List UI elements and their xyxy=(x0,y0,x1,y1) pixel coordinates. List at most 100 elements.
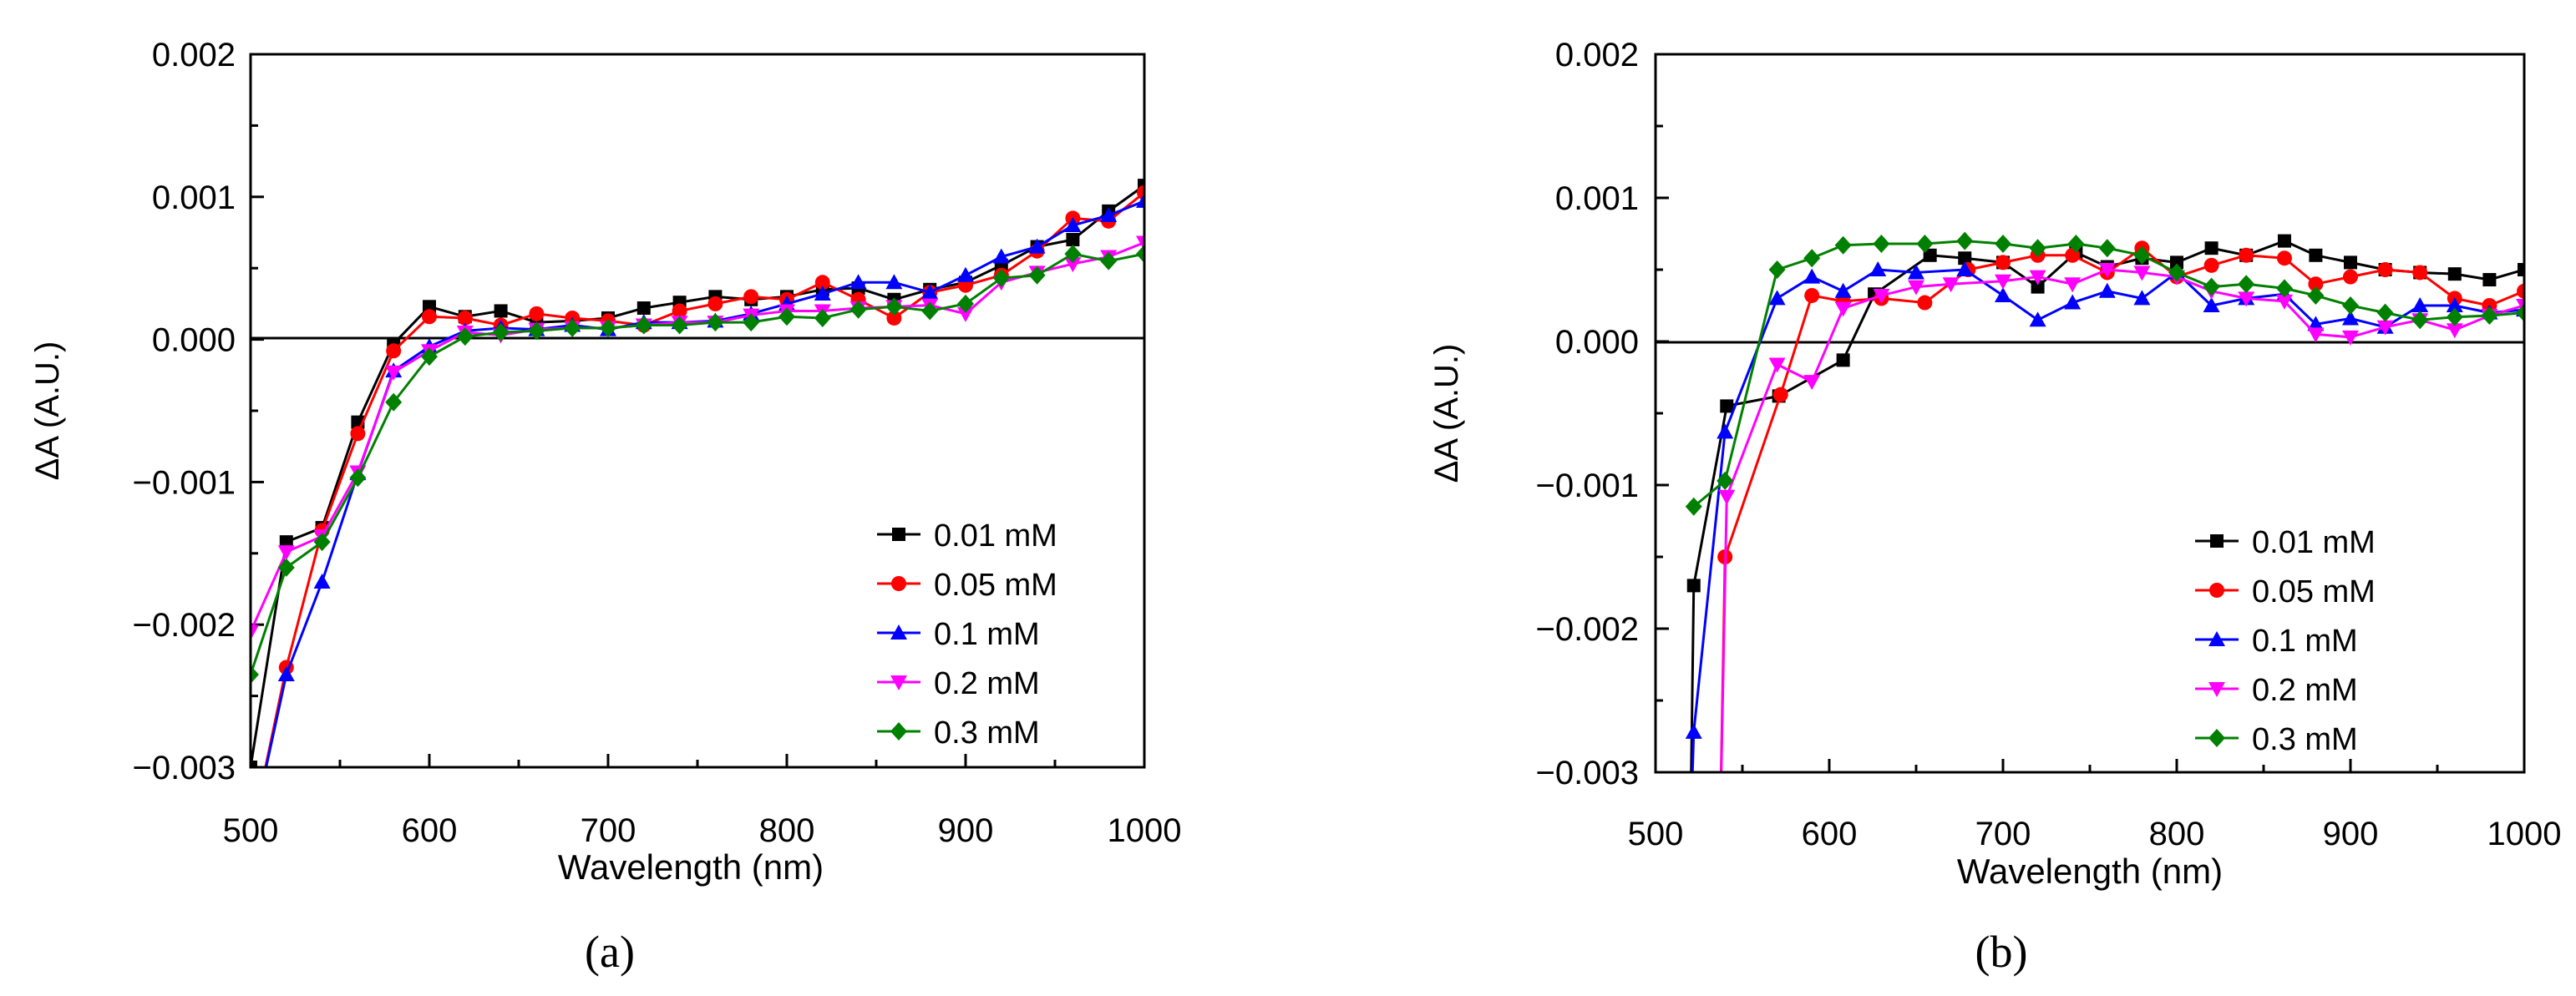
data-point xyxy=(1958,251,1972,265)
data-point xyxy=(2098,282,2116,298)
data-point xyxy=(251,665,259,684)
chart-b-panel-label: (b) xyxy=(1975,927,2028,977)
x-tick-label: 700 xyxy=(1975,816,2031,852)
data-point xyxy=(2343,269,2358,285)
data-point xyxy=(2168,263,2185,282)
data-point xyxy=(2342,310,2359,326)
chart-a-x-axis-label: Wavelength (nm) xyxy=(558,847,824,887)
y-tick-label: −0.002 xyxy=(133,607,236,644)
legend-label: 0.01 mM xyxy=(934,518,1057,554)
data-point xyxy=(277,545,295,561)
series-line-0.3-mM xyxy=(251,252,1144,675)
data-point xyxy=(1834,235,1852,255)
data-point xyxy=(457,310,473,326)
data-point xyxy=(528,321,545,341)
data-point xyxy=(385,365,403,381)
data-point xyxy=(849,300,867,319)
chart-b: ΔA (A.U.) Wavelength (nm) (b) 0.002 0.001… xyxy=(1428,37,2561,977)
chart-b-legend: 0.01 mM 0.05 mM 0.1 mM 0.2 mM 0.3 mM xyxy=(2195,525,2376,757)
chart-a-y-ticks: 0.002 0.001 0.000 −0.001 −0.002 −0.003 xyxy=(133,37,264,786)
data-point xyxy=(2029,270,2046,286)
data-point xyxy=(2276,250,2292,266)
data-point xyxy=(1768,260,1786,279)
data-point xyxy=(1684,837,1697,851)
data-point xyxy=(2277,234,2291,248)
data-point xyxy=(1803,268,1821,284)
data-point xyxy=(2308,276,2324,292)
y-tick-label: 0.000 xyxy=(1555,324,1639,361)
y-tick-label: 0.002 xyxy=(152,37,236,73)
y-tick-label: −0.002 xyxy=(1536,611,1639,648)
legend-label: 0.2 mM xyxy=(2252,673,2358,708)
data-point xyxy=(313,533,331,552)
data-point xyxy=(1066,233,1080,247)
chart-b-y-axis-label: ΔA (A.U.) xyxy=(1428,344,1465,483)
x-tick-label: 500 xyxy=(1628,816,1684,852)
data-point xyxy=(957,294,974,313)
data-point xyxy=(1942,277,1960,293)
legend-marker xyxy=(892,528,905,541)
data-point xyxy=(277,665,295,681)
x-tick-label: 800 xyxy=(2149,816,2205,852)
data-point xyxy=(707,313,724,332)
y-tick-label: 0.002 xyxy=(1555,37,1639,73)
data-point xyxy=(2238,291,2255,307)
data-point xyxy=(1772,387,1788,402)
chart-b-frame xyxy=(1654,53,2526,774)
data-point xyxy=(2064,294,2082,310)
data-point xyxy=(251,761,257,767)
legend-marker xyxy=(2208,631,2225,646)
data-point xyxy=(2098,263,2116,278)
legend-marker xyxy=(2209,583,2224,598)
data-point xyxy=(2482,273,2497,287)
data-point xyxy=(1908,280,1924,296)
data-point xyxy=(1956,231,1974,250)
chart-a-panel-label: (a) xyxy=(585,927,635,977)
data-point xyxy=(1718,489,1736,505)
legend-label: 0.05 mM xyxy=(934,568,1057,603)
data-point xyxy=(1869,261,1887,276)
data-point xyxy=(422,309,437,325)
y-tick-label: −0.001 xyxy=(1536,468,1639,504)
data-point xyxy=(1956,261,1974,276)
data-point xyxy=(2098,239,2116,258)
data-point xyxy=(1923,248,1937,262)
data-point xyxy=(1682,836,1699,851)
data-point xyxy=(743,289,759,305)
legend-label: 0.1 mM xyxy=(934,617,1040,652)
data-point xyxy=(386,343,402,359)
data-point xyxy=(1908,264,1924,280)
data-point xyxy=(564,318,581,337)
data-point xyxy=(1136,245,1144,264)
data-point xyxy=(672,303,687,319)
legend-marker xyxy=(2208,729,2225,747)
data-point xyxy=(1995,255,2011,270)
y-tick-label: 0.001 xyxy=(1555,180,1639,217)
data-point xyxy=(2516,303,2524,322)
data-point xyxy=(2447,267,2462,281)
y-tick-label: −0.003 xyxy=(1536,755,1639,791)
data-point xyxy=(349,468,367,488)
x-tick-label: 900 xyxy=(2323,816,2379,852)
data-point xyxy=(1064,216,1082,232)
data-point xyxy=(456,327,474,346)
data-point xyxy=(2064,277,2082,293)
data-point xyxy=(707,296,723,311)
data-point xyxy=(2376,303,2394,322)
data-point xyxy=(350,426,366,442)
data-point xyxy=(1995,286,2011,302)
data-point xyxy=(1803,249,1821,268)
data-point xyxy=(1834,282,1852,298)
chart-b-series xyxy=(1682,231,2524,851)
data-point xyxy=(814,285,831,301)
data-point xyxy=(2238,275,2255,294)
legend-label: 0.3 mM xyxy=(934,715,1040,751)
data-point xyxy=(492,323,510,342)
data-point xyxy=(636,301,651,316)
data-point xyxy=(992,269,1010,288)
x-tick-label: 700 xyxy=(581,812,636,849)
chart-b-x-axis-label: Wavelength (nm) xyxy=(1957,852,2223,891)
chart-a-y-axis-label: ΔA (A.U.) xyxy=(29,341,66,481)
data-point xyxy=(2376,320,2394,336)
